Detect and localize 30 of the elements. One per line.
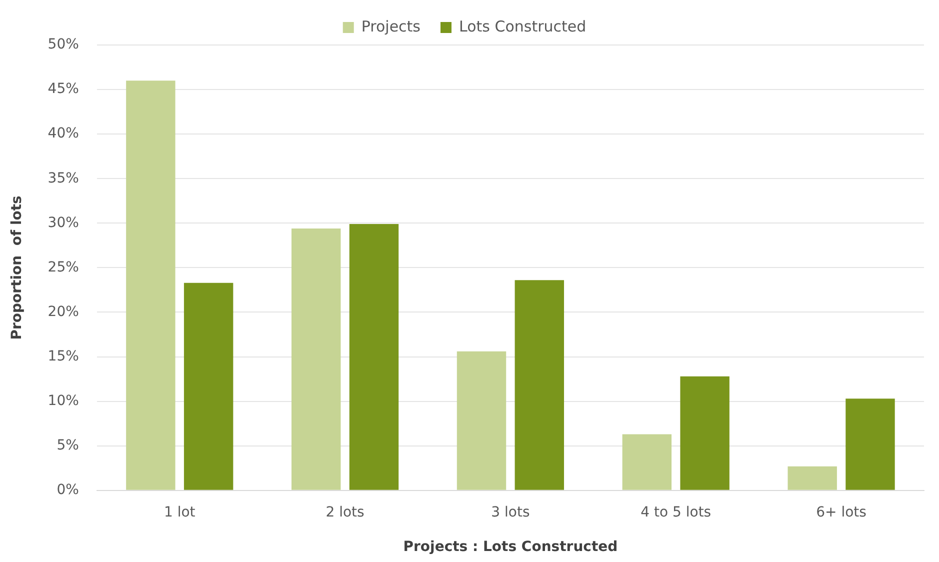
- bar: [514, 280, 564, 490]
- y-tick-label: 20%: [48, 304, 79, 320]
- bar: [349, 224, 399, 490]
- bar: [456, 351, 506, 490]
- x-axis-title: Projects : Lots Constructed: [403, 539, 618, 556]
- y-tick-label: 15%: [48, 348, 79, 364]
- bar: [291, 228, 341, 490]
- y-axis-title: Proportion of lots: [9, 196, 26, 340]
- bar: [846, 398, 895, 490]
- x-tick-label: 4 to 5 lots: [640, 504, 712, 520]
- x-tick-label: 3 lots: [491, 504, 530, 520]
- y-tick-label: 5%: [56, 438, 79, 454]
- bar: [126, 80, 176, 490]
- bar: [788, 466, 837, 490]
- legend-label: Lots Constructed: [458, 17, 586, 36]
- y-tick-label: 10%: [48, 392, 79, 409]
- x-tick-label: 6+ lots: [816, 504, 866, 520]
- y-tick-label: 0%: [56, 482, 79, 498]
- legend-label: Projects: [361, 17, 421, 36]
- x-tick-label: 2 lots: [326, 504, 364, 520]
- bar: [680, 376, 730, 490]
- y-tick-label: 50%: [48, 36, 79, 53]
- y-tick-label: 30%: [48, 214, 79, 231]
- y-tick-label: 35%: [48, 170, 79, 186]
- y-tick-label: 40%: [48, 126, 79, 142]
- y-tick-label: 45%: [48, 81, 79, 98]
- bar: [622, 434, 672, 490]
- x-tick-label: 1 lot: [164, 504, 196, 520]
- bar: [184, 282, 234, 490]
- y-tick-label: 25%: [48, 259, 79, 276]
